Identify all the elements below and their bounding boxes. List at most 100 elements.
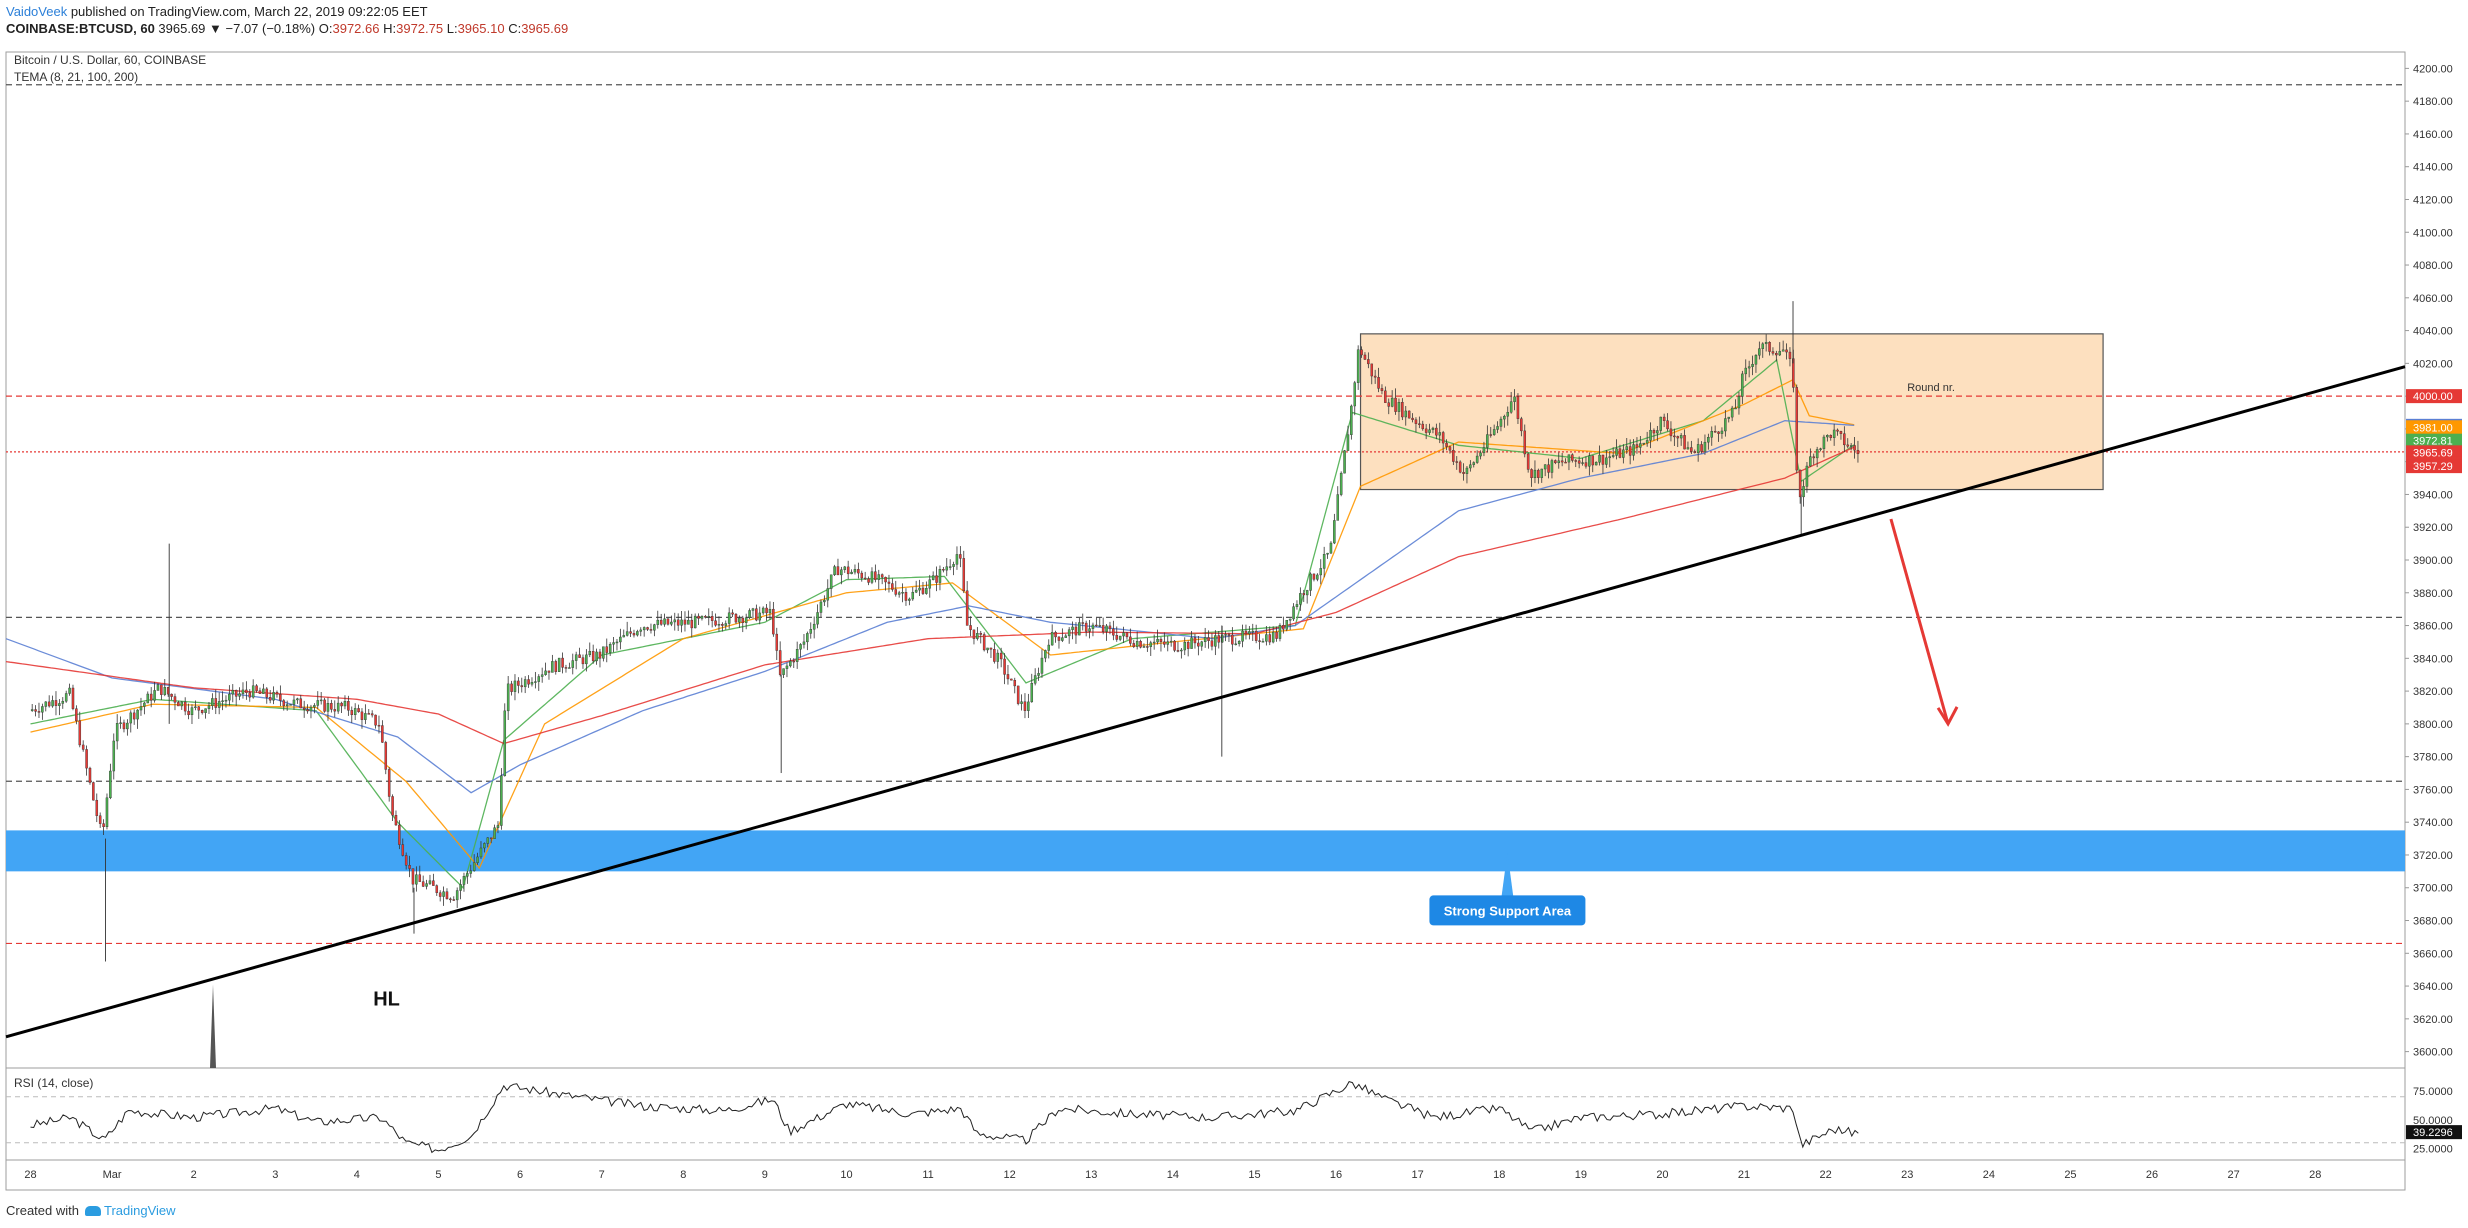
candle	[333, 700, 337, 718]
candle-body	[1843, 433, 1846, 446]
candle-body	[761, 607, 765, 614]
candle	[139, 697, 143, 716]
candle	[153, 681, 156, 703]
candle-body	[1666, 420, 1669, 430]
candle	[1326, 552, 1329, 559]
tema-line-4	[5, 446, 1855, 745]
candle-body	[435, 885, 439, 893]
candle	[1288, 618, 1292, 630]
candle-body	[1377, 377, 1380, 389]
candle-body	[102, 823, 105, 828]
candle	[1033, 668, 1037, 686]
candle	[1394, 388, 1397, 415]
candle-body	[1333, 520, 1336, 544]
candle-body	[1455, 461, 1459, 463]
candle-body	[1152, 641, 1156, 644]
candle	[775, 627, 779, 661]
candle-body	[727, 612, 731, 624]
candle-body	[928, 579, 932, 589]
candle-body	[1652, 429, 1656, 434]
candle	[1023, 693, 1027, 719]
time-tick-label: 4	[354, 1169, 360, 1181]
candle	[1802, 480, 1805, 507]
price-tick-label: 3940.00	[2413, 489, 2453, 501]
candle	[1295, 600, 1299, 610]
candle	[309, 704, 313, 719]
price-tick-label: 4120.00	[2413, 194, 2453, 206]
candle-body	[173, 696, 177, 703]
candle-body	[306, 709, 309, 712]
candle	[1074, 622, 1078, 644]
candle-body	[160, 684, 163, 695]
candle-body	[1475, 455, 1479, 463]
candle-body	[238, 693, 241, 697]
candle-body	[755, 608, 758, 621]
candle	[438, 890, 442, 902]
candle	[1523, 424, 1527, 458]
time-tick-label: 2	[191, 1169, 197, 1181]
candle-body	[1319, 568, 1323, 576]
candle	[1180, 647, 1183, 659]
time-axis[interactable]: 28 Mar 2 3 4 5 6 7 8 9 10 11 12 13 14 15 16 17 18 19 20 21 22 2…	[24, 1169, 2321, 1181]
price-axis[interactable]: 4200.00 4180.00 4160.00 4140.00 4120.00 4100.…	[2405, 63, 2462, 1059]
candle	[1754, 354, 1758, 373]
candle	[1067, 627, 1071, 644]
price-label-text: 3957.29	[2413, 461, 2453, 473]
candle	[194, 700, 197, 711]
candle-body	[1146, 646, 1149, 648]
candle	[1513, 389, 1516, 411]
author-link[interactable]: VaidoVeek	[6, 4, 68, 19]
candle	[1207, 630, 1210, 649]
candle-body	[54, 700, 58, 706]
candle-body	[663, 618, 666, 625]
candle-body	[1584, 462, 1588, 467]
candle-body	[466, 873, 469, 877]
candle-body	[646, 627, 649, 630]
candle	[1224, 630, 1227, 642]
candle	[687, 610, 690, 625]
candle	[914, 580, 918, 594]
drawings-layer: HL Strong Support Area Round nr.	[5, 365, 2406, 1068]
candle	[1662, 413, 1666, 428]
down-arrow-head	[1936, 706, 1959, 727]
candle	[1363, 352, 1367, 361]
candle-body	[659, 619, 663, 625]
candle-body	[217, 701, 221, 708]
candle	[989, 647, 993, 658]
candle-body	[775, 633, 779, 651]
candle	[952, 561, 955, 576]
candle	[503, 703, 507, 777]
candle	[1020, 694, 1023, 711]
candle	[479, 841, 483, 859]
symbol-legend: COINBASE:BTCUSD, 60 3965.69 ▼ −7.07 (−0.…	[6, 21, 568, 37]
candle	[785, 662, 789, 678]
candle	[1414, 417, 1418, 433]
candle-body	[1700, 444, 1703, 452]
candle	[846, 560, 850, 580]
candle	[1571, 453, 1574, 463]
candle	[1139, 639, 1142, 649]
candle-body	[510, 683, 513, 692]
tradingview-link[interactable]: TradingView	[103, 1203, 176, 1218]
candle	[1537, 468, 1540, 484]
candle-body	[1013, 680, 1017, 687]
candle	[1656, 425, 1659, 442]
candle-body	[330, 703, 333, 710]
candle-body	[302, 707, 306, 710]
candle-body	[683, 619, 687, 625]
candle-body	[1788, 351, 1792, 359]
candle	[744, 613, 748, 630]
candle-body	[1210, 640, 1214, 647]
candle	[1030, 673, 1034, 703]
candle-body	[557, 657, 561, 672]
candle-body	[462, 876, 466, 885]
candle	[1050, 624, 1054, 646]
candle-body	[41, 706, 44, 713]
candle	[1037, 667, 1040, 681]
volume-spike	[209, 984, 216, 1068]
candle-body	[47, 701, 51, 707]
candle-body	[1183, 641, 1187, 651]
candle	[472, 854, 476, 872]
candle	[751, 607, 755, 619]
